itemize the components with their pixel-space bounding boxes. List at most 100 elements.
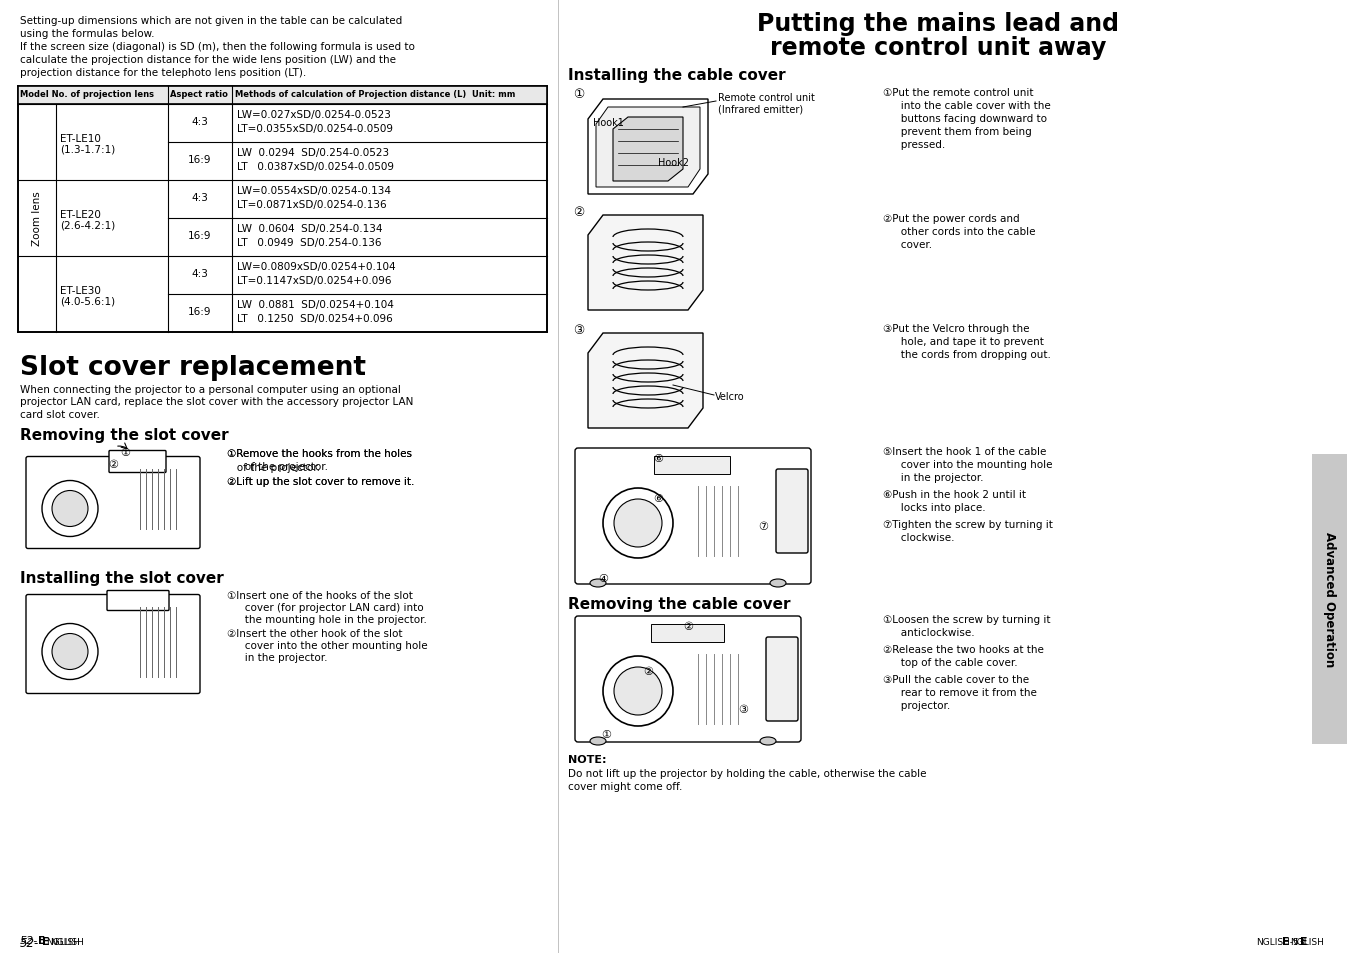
- Text: 4:3: 4:3: [192, 269, 208, 278]
- Text: projector.: projector.: [892, 700, 950, 710]
- Text: NGLISH-53: NGLISH-53: [1256, 937, 1305, 946]
- Text: (2.6-4.2:1): (2.6-4.2:1): [59, 221, 115, 231]
- Ellipse shape: [761, 738, 775, 745]
- Text: ②: ②: [684, 621, 693, 631]
- Text: Removing the slot cover: Removing the slot cover: [20, 428, 228, 443]
- Text: Installing the cable cover: Installing the cable cover: [567, 68, 786, 83]
- Text: E: E: [1301, 936, 1308, 946]
- FancyBboxPatch shape: [26, 457, 200, 549]
- Text: into the cable cover with the: into the cable cover with the: [892, 101, 1051, 111]
- Circle shape: [42, 624, 99, 679]
- Text: ⑥: ⑥: [653, 494, 663, 503]
- Text: NGLISH: NGLISH: [1290, 937, 1324, 946]
- Text: ②Put the power cords and: ②Put the power cords and: [884, 213, 1020, 224]
- Text: ⑦: ⑦: [758, 521, 767, 532]
- Text: ③: ③: [738, 704, 748, 714]
- Circle shape: [42, 481, 99, 537]
- FancyBboxPatch shape: [107, 591, 169, 611]
- Text: anticlockwise.: anticlockwise.: [892, 627, 974, 638]
- Text: Slot cover replacement: Slot cover replacement: [20, 355, 366, 380]
- Bar: [1312, 455, 1347, 744]
- Bar: [654, 456, 730, 475]
- Text: 16:9: 16:9: [188, 307, 212, 316]
- Text: rear to remove it from the: rear to remove it from the: [892, 687, 1036, 698]
- Text: LT=0.1147xSD/0.0254+0.096: LT=0.1147xSD/0.0254+0.096: [236, 275, 392, 286]
- Text: projector LAN card, replace the slot cover with the accessory projector LAN: projector LAN card, replace the slot cov…: [20, 397, 413, 407]
- Text: ④: ④: [598, 574, 608, 583]
- Text: Advanced Operation: Advanced Operation: [1323, 532, 1336, 667]
- Text: Putting the mains lead and: Putting the mains lead and: [757, 12, 1119, 36]
- Text: Remote control unit: Remote control unit: [717, 92, 815, 103]
- Text: Removing the cable cover: Removing the cable cover: [567, 597, 790, 612]
- Text: Hook1: Hook1: [593, 118, 624, 128]
- Text: pressed.: pressed.: [892, 140, 946, 150]
- Text: Model No. of projection lens: Model No. of projection lens: [20, 90, 154, 99]
- Text: LT   0.0949  SD/0.254-0.136: LT 0.0949 SD/0.254-0.136: [236, 237, 381, 248]
- Ellipse shape: [590, 579, 607, 587]
- Text: LT   0.1250  SD/0.0254+0.096: LT 0.1250 SD/0.0254+0.096: [236, 314, 393, 324]
- Circle shape: [51, 634, 88, 670]
- Text: LT=0.0355xSD/0.0254-0.0509: LT=0.0355xSD/0.0254-0.0509: [236, 124, 393, 133]
- Text: When connecting the projector to a personal computer using an optional: When connecting the projector to a perso…: [20, 385, 401, 395]
- Text: ②: ②: [643, 666, 653, 677]
- Text: Methods of calculation of Projection distance (L)  Unit: mm: Methods of calculation of Projection dis…: [235, 90, 515, 99]
- Text: LW=0.0554xSD/0.0254-0.134: LW=0.0554xSD/0.0254-0.134: [236, 186, 390, 195]
- Text: (4.0-5.6:1): (4.0-5.6:1): [59, 296, 115, 307]
- Text: ③Pull the cable cover to the: ③Pull the cable cover to the: [884, 675, 1029, 684]
- Text: cover (for projector LAN card) into: cover (for projector LAN card) into: [235, 603, 424, 613]
- FancyBboxPatch shape: [766, 638, 798, 721]
- Text: ⑥: ⑥: [653, 454, 663, 463]
- Text: Hook2: Hook2: [658, 158, 689, 168]
- Bar: [18, 87, 547, 333]
- Text: LW=0.027xSD/0.0254-0.0523: LW=0.027xSD/0.0254-0.0523: [236, 110, 390, 120]
- FancyBboxPatch shape: [109, 451, 166, 473]
- Text: ①: ①: [601, 729, 611, 740]
- Text: clockwise.: clockwise.: [892, 533, 955, 542]
- Text: ①Insert one of the hooks of the slot: ①Insert one of the hooks of the slot: [227, 591, 413, 601]
- Bar: [651, 624, 724, 642]
- Text: ET-LE10: ET-LE10: [59, 133, 101, 144]
- Text: LW  0.0604  SD/0.254-0.134: LW 0.0604 SD/0.254-0.134: [236, 224, 382, 233]
- Text: LT   0.0387xSD/0.0254-0.0509: LT 0.0387xSD/0.0254-0.0509: [236, 162, 394, 172]
- Ellipse shape: [590, 738, 607, 745]
- Text: ①Remove the hooks from the holes: ①Remove the hooks from the holes: [227, 449, 412, 459]
- Text: ③: ③: [573, 324, 584, 336]
- Text: cover into the mounting hole: cover into the mounting hole: [892, 459, 1052, 470]
- Text: E: E: [1282, 936, 1290, 946]
- Text: ①Loosen the screw by turning it: ①Loosen the screw by turning it: [884, 615, 1051, 624]
- Text: locks into place.: locks into place.: [892, 502, 986, 513]
- Text: remote control unit away: remote control unit away: [770, 36, 1106, 60]
- Text: ET-LE30: ET-LE30: [59, 286, 101, 295]
- Text: prevent them from being: prevent them from being: [892, 127, 1032, 137]
- Text: the mounting hole in the projector.: the mounting hole in the projector.: [235, 615, 427, 625]
- Text: ①: ①: [120, 448, 130, 458]
- Text: Setting-up dimensions which are not given in the table can be calculated: Setting-up dimensions which are not give…: [20, 16, 403, 26]
- Text: NOTE:: NOTE:: [567, 754, 607, 764]
- Circle shape: [603, 657, 673, 726]
- Polygon shape: [596, 108, 700, 188]
- Text: the cords from dropping out.: the cords from dropping out.: [892, 350, 1051, 359]
- Text: NGLISH: NGLISH: [46, 937, 80, 946]
- Text: If the screen size (diagonal) is SD (m), then the following formula is used to: If the screen size (diagonal) is SD (m),…: [20, 42, 415, 52]
- Polygon shape: [613, 118, 684, 182]
- Text: 16:9: 16:9: [188, 231, 212, 241]
- Text: projection distance for the telephoto lens position (LT).: projection distance for the telephoto le…: [20, 68, 307, 78]
- Text: (Infrared emitter): (Infrared emitter): [717, 105, 802, 115]
- Text: LW=0.0809xSD/0.0254+0.104: LW=0.0809xSD/0.0254+0.104: [236, 262, 396, 272]
- Text: other cords into the cable: other cords into the cable: [892, 227, 1035, 236]
- Text: ②Insert the other hook of the slot: ②Insert the other hook of the slot: [227, 629, 403, 639]
- Text: buttons facing downward to: buttons facing downward to: [892, 113, 1047, 124]
- Text: ②: ②: [108, 460, 118, 470]
- Text: ET-LE20: ET-LE20: [59, 210, 101, 220]
- Circle shape: [613, 499, 662, 547]
- Text: E: E: [42, 936, 50, 946]
- Text: 16:9: 16:9: [188, 154, 212, 165]
- Text: E: E: [38, 935, 45, 945]
- Text: ③Put the Velcro through the: ③Put the Velcro through the: [884, 324, 1029, 334]
- Text: ②: ②: [573, 206, 584, 219]
- Text: Installing the slot cover: Installing the slot cover: [20, 571, 224, 586]
- Text: 52-: 52-: [20, 936, 39, 949]
- Text: in the projector.: in the projector.: [892, 473, 984, 482]
- Text: Aspect ratio: Aspect ratio: [170, 90, 228, 99]
- Text: Zoom lens: Zoom lens: [32, 192, 42, 246]
